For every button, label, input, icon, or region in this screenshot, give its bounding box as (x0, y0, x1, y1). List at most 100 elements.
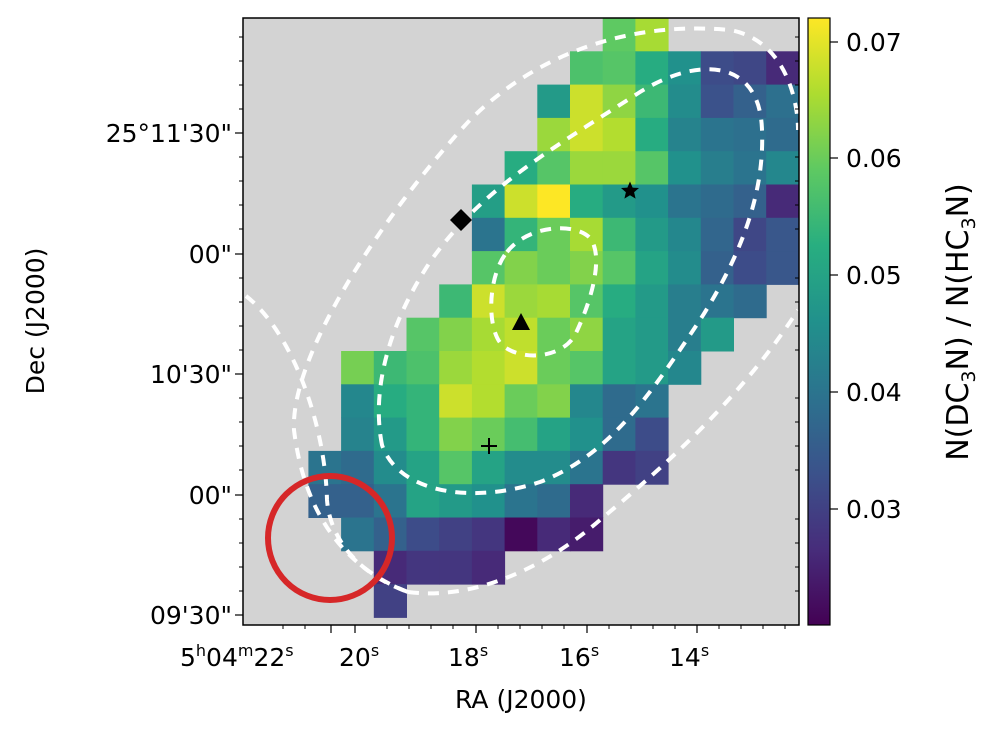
heatmap-cell (668, 84, 702, 119)
heatmap-cell (406, 550, 440, 585)
contour-left (244, 294, 409, 594)
heatmap-cell (341, 417, 375, 452)
heatmap-cell (570, 484, 604, 518)
heatmap-cell (766, 184, 799, 219)
heatmap-cell (635, 450, 669, 485)
source-markers (450, 181, 639, 454)
y-tick-label-1: 00" (189, 240, 232, 269)
heatmap-cell (406, 351, 440, 385)
heatmap-cell (602, 284, 636, 319)
y-axis-label: Dec (J2000) (21, 248, 50, 395)
heatmap-cell (504, 417, 538, 452)
heatmap-cell (635, 417, 669, 452)
heatmap-cell (537, 84, 571, 119)
heatmap-cell (439, 450, 473, 485)
heatmap-cell (635, 151, 669, 185)
heatmap-cell (700, 251, 734, 285)
heatmap-cell (537, 251, 571, 285)
heatmap-cell (668, 284, 702, 319)
colorbar-tick-label-1: 0.04 (846, 378, 902, 407)
heatmap-cell (700, 184, 734, 219)
heatmap-cell (570, 251, 604, 285)
heatmap-cell (471, 251, 506, 285)
heatmap-cell (668, 317, 702, 352)
colorbar-tick-label-2: 0.05 (846, 261, 902, 290)
heatmap-cell (406, 417, 440, 452)
heatmap-cell (733, 51, 767, 86)
heatmap-cell (406, 450, 440, 485)
heatmap-cell (504, 284, 538, 319)
colorbar-tick-labels: 0.03 0.04 0.05 0.06 0.07 (846, 28, 902, 524)
heatmap-cell (700, 151, 734, 185)
heatmap-cell (406, 484, 440, 518)
heatmap-cell (733, 284, 767, 319)
contour-inner (489, 226, 599, 358)
x-axis-ticks (282, 625, 786, 633)
heatmap-cell (733, 184, 767, 219)
heatmap-cell (308, 484, 342, 518)
heatmap-cell (439, 384, 473, 419)
x-tick-label-14s: 14s (669, 641, 709, 672)
y-axis-right-ticks (795, 36, 799, 592)
heatmap-cell (471, 184, 506, 219)
heatmap-cell (668, 151, 702, 185)
heatmap-cell (439, 284, 473, 319)
heatmap-cell (439, 317, 473, 352)
heatmap-cell (471, 450, 506, 485)
heatmap-cell (570, 51, 604, 86)
heatmap-cell (602, 317, 636, 352)
heatmap-cell (602, 251, 636, 285)
x-tick-label-22s: 5h04m22s (180, 641, 294, 672)
plus-marker (481, 438, 497, 454)
heatmap-cell (602, 351, 636, 385)
heatmap-cell (668, 351, 702, 385)
heatmap-cells (308, 18, 799, 618)
heatmap-cell (602, 18, 636, 52)
heatmap-cell (635, 317, 669, 352)
heatmap-cell (570, 317, 604, 352)
heatmap-cell (668, 251, 702, 285)
heatmap-cell (766, 84, 799, 119)
x-tick-labels: 5h04m22s 20s 18s 16s 14s (180, 641, 709, 672)
heatmap-cell (700, 317, 734, 352)
heatmap-cell (635, 217, 669, 252)
heatmap-cell (504, 184, 538, 219)
colorbar-label: N(DC3N) / N(HC3N) (941, 183, 980, 461)
heatmap-cell (537, 351, 571, 385)
heatmap-cell (504, 251, 538, 285)
x-tick-label-16s: 16s (559, 641, 599, 672)
heatmap-cell (700, 84, 734, 119)
y-axis-ticks (235, 36, 243, 616)
heatmap-cell (439, 517, 473, 552)
heatmap-cell (635, 184, 669, 219)
heatmap-cell (537, 284, 571, 319)
heatmap-cell (537, 184, 571, 219)
heatmap-cell (635, 351, 669, 385)
heatmap-cell (668, 184, 702, 219)
triangle-marker (512, 313, 530, 330)
heatmap-cell (570, 417, 604, 452)
heatmap-cell (570, 184, 604, 219)
heatmap-cell (439, 351, 473, 385)
contour-lower (407, 308, 799, 596)
heatmap-cell (406, 317, 440, 352)
heatmap-cell (504, 450, 538, 485)
heatmap-cell (341, 384, 375, 419)
heatmap-cell (537, 384, 571, 419)
heatmap-cell (439, 417, 473, 452)
plot-frame (242, 17, 800, 626)
colorbar-tick-label-3: 0.06 (846, 144, 902, 173)
heatmap-cell (602, 151, 636, 185)
x-axis-label: RA (J2000) (455, 685, 587, 714)
heatmap-cell (471, 317, 506, 352)
heatmap-cell (406, 384, 440, 419)
heatmap-cell (602, 450, 636, 485)
heatmap-cell (471, 384, 506, 419)
heatmap-cell (668, 117, 702, 152)
heatmap-cell (602, 417, 636, 452)
heatmap-cell (570, 151, 604, 185)
heatmap-cell (733, 251, 767, 285)
colorbar (807, 17, 831, 626)
y-tick-label-2: 10'30" (150, 360, 232, 389)
heatmap-cell (766, 151, 799, 185)
